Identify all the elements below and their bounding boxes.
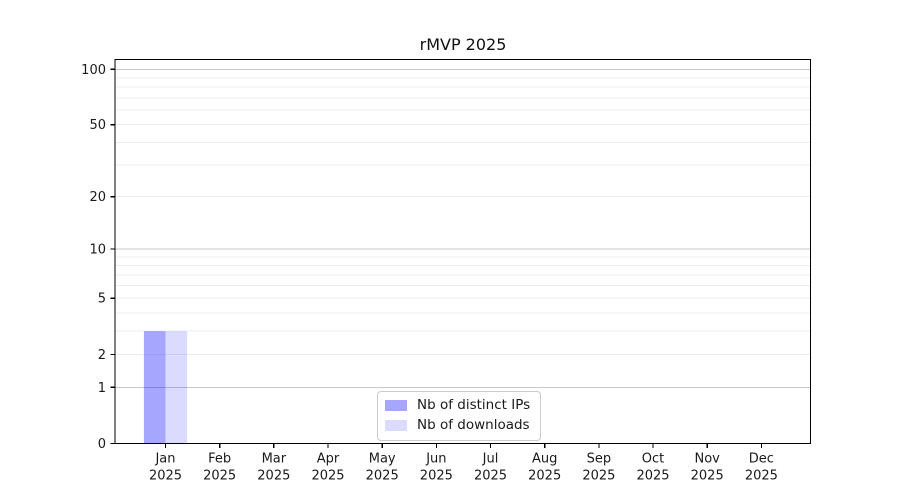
x-tick-label-month-dec: Dec: [749, 452, 774, 467]
y-tick-label-2: 2: [98, 348, 106, 363]
x-tick-label-month-jul: Jul: [482, 452, 499, 467]
y-tick-label-5: 5: [98, 292, 106, 307]
x-tick-label-month-apr: Apr: [317, 452, 340, 467]
x-tick-label-month-nov: Nov: [695, 452, 721, 467]
x-tick-label-year-mar: 2025: [257, 469, 290, 484]
x-tick-label-year-aug: 2025: [528, 469, 561, 484]
x-tick-label-year-dec: 2025: [745, 469, 778, 484]
x-tick-label-month-aug: Aug: [532, 452, 557, 467]
legend: Nb of distinct IPs Nb of downloads: [377, 391, 542, 441]
y-tick-label-0: 0: [98, 437, 106, 452]
x-tick-label-month-mar: Mar: [262, 452, 287, 467]
y-tick-label-50: 50: [89, 118, 106, 133]
legend-item-distinct-ips: Nb of distinct IPs: [385, 397, 530, 414]
x-tick-label-year-jun: 2025: [420, 469, 453, 484]
x-tick-label-month-feb: Feb: [208, 452, 231, 467]
legend-swatch-downloads: [385, 420, 407, 431]
x-tick-label-year-may: 2025: [366, 469, 399, 484]
y-tick-label-10: 10: [89, 243, 106, 258]
y-tick-label-1: 1: [98, 381, 106, 396]
x-tick-label-month-may: May: [369, 452, 396, 467]
x-tick-label-year-jan: 2025: [149, 469, 182, 484]
legend-label-distinct-ips: Nb of distinct IPs: [417, 397, 531, 413]
x-tick-label-year-nov: 2025: [691, 469, 724, 484]
x-tick-label-month-sep: Sep: [587, 452, 612, 467]
y-tick-label-100: 100: [81, 63, 106, 78]
x-tick-label-year-feb: 2025: [203, 469, 236, 484]
legend-swatch-distinct-ips: [385, 400, 407, 411]
x-tick-label-month-jan: Jan: [154, 452, 175, 467]
x-tick-label-year-apr: 2025: [311, 469, 344, 484]
chart-title: rMVP 2025: [419, 35, 507, 54]
bar-nb-of-distinct-ips-jan: [143, 331, 166, 444]
legend-label-downloads: Nb of downloads: [417, 417, 530, 433]
x-tick-label-year-sep: 2025: [582, 469, 615, 484]
axes-spines: [114, 58, 812, 445]
legend-item-downloads: Nb of downloads: [385, 417, 530, 434]
x-tick-label-year-jul: 2025: [474, 469, 507, 484]
x-tick-label-year-oct: 2025: [636, 469, 669, 484]
x-tick-label-month-jun: Jun: [425, 452, 446, 467]
y-tick-label-20: 20: [89, 190, 106, 205]
bar-nb-of-downloads-jan: [165, 331, 188, 444]
x-tick-label-month-oct: Oct: [642, 452, 664, 467]
